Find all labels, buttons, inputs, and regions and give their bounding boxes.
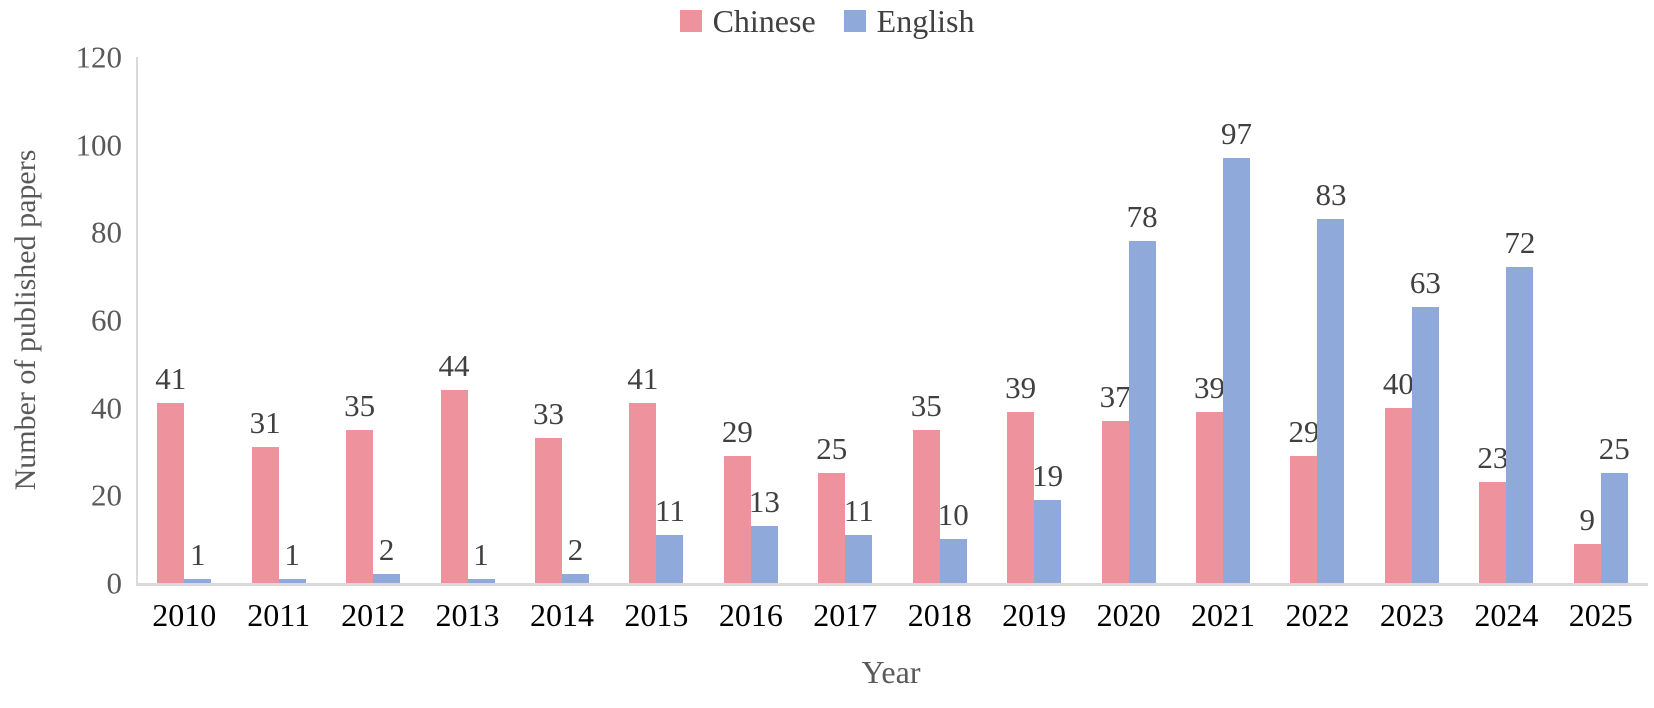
bar-english-2019	[1034, 499, 1062, 583]
bar-chinese-2019	[1007, 412, 1035, 583]
bar-value-label-chinese-2024: 23	[1477, 440, 1509, 476]
x-tick-label-2021: 2021	[1191, 597, 1256, 633]
bar-chinese-2010	[157, 403, 185, 583]
bar-chinese-2013	[440, 390, 468, 583]
x-axis-title: Year	[861, 654, 921, 690]
x-tick-label-2024: 2024	[1474, 597, 1539, 633]
bar-english-2018	[939, 539, 967, 583]
bar-value-label-chinese-2010: 41	[155, 361, 187, 397]
x-tick-label-2010: 2010	[152, 597, 217, 633]
x-tick-label-2025: 2025	[1568, 597, 1633, 633]
bar-value-label-chinese-2022: 29	[1288, 413, 1320, 449]
bar-english-2011	[278, 578, 306, 583]
bar-english-2016	[750, 526, 778, 583]
y-tick-label-100: 100	[75, 127, 123, 163]
bar-value-label-english-2021: 97	[1221, 115, 1253, 151]
bar-value-label-chinese-2013: 44	[438, 348, 470, 384]
bar-value-label-english-2017: 11	[843, 492, 874, 528]
x-tick-label-2011: 2011	[247, 597, 311, 633]
bar-english-2015	[656, 534, 684, 583]
y-tick-label-120: 120	[75, 39, 123, 75]
bar-value-label-english-2025: 25	[1598, 431, 1630, 467]
bar-english-2013	[467, 578, 495, 583]
bar-english-2024	[1506, 267, 1534, 583]
y-tick-label-40: 40	[91, 390, 122, 426]
bar-value-label-english-2012: 2	[378, 532, 395, 568]
x-axis-line	[136, 583, 1648, 586]
bar-value-label-chinese-2020: 37	[1099, 378, 1131, 414]
bar-english-2023	[1411, 306, 1439, 583]
bar-chinese-2017	[818, 473, 846, 583]
bar-value-label-english-2019: 19	[1032, 457, 1064, 493]
x-tick-label-2019: 2019	[1002, 597, 1067, 633]
bar-value-label-chinese-2025: 9	[1579, 501, 1596, 537]
bar-chinese-2020	[1101, 420, 1129, 583]
bar-chinese-2023	[1384, 407, 1412, 583]
bar-value-label-english-2015: 11	[654, 492, 685, 528]
x-tick-label-2017: 2017	[813, 597, 878, 633]
bar-chinese-2012	[346, 429, 374, 583]
bar-value-label-chinese-2023: 40	[1382, 365, 1414, 401]
x-tick-label-2022: 2022	[1285, 597, 1350, 633]
bar-value-label-chinese-2014: 33	[532, 396, 564, 432]
legend-item-chinese: Chinese	[679, 3, 816, 39]
bar-english-2022	[1317, 219, 1345, 583]
x-tick-label-2012: 2012	[341, 597, 406, 633]
bar-value-label-english-2020: 78	[1126, 199, 1158, 235]
bar-chinese-2015	[629, 403, 657, 583]
bar-value-label-english-2014: 2	[567, 532, 584, 568]
bar-value-label-english-2018: 10	[937, 497, 969, 533]
x-tick-label-2016: 2016	[718, 597, 783, 633]
bar-english-2025	[1600, 473, 1628, 583]
x-tick-label-2015: 2015	[624, 597, 689, 633]
bar-value-label-english-2022: 83	[1315, 177, 1347, 213]
bar-value-label-chinese-2016: 29	[721, 413, 753, 449]
legend-label-english: English	[876, 3, 975, 39]
bar-chinese-2011	[251, 447, 279, 583]
legend-swatch-chinese-icon	[679, 10, 702, 32]
bar-chinese-2016	[723, 455, 751, 583]
bar-value-label-chinese-2019: 39	[1005, 370, 1037, 406]
bar-chinese-2025	[1573, 543, 1601, 583]
bar-value-label-chinese-2018: 35	[910, 387, 942, 423]
bar-value-label-english-2010: 1	[189, 536, 206, 572]
bar-english-2014	[561, 574, 589, 583]
x-tick-label-2018: 2018	[907, 597, 972, 633]
y-tick-label-20: 20	[91, 477, 122, 513]
bar-chinese-2018	[912, 429, 940, 583]
chart-legend: Chinese English	[0, 4, 1654, 38]
legend-swatch-english-icon	[843, 10, 866, 32]
legend-item-english: English	[843, 3, 975, 39]
bar-value-label-english-2013: 1	[473, 536, 489, 572]
bar-value-label-english-2024: 72	[1504, 225, 1536, 261]
bar-value-label-chinese-2015: 41	[627, 361, 659, 397]
bar-value-label-chinese-2011: 31	[249, 405, 281, 441]
bar-value-label-chinese-2012: 35	[344, 387, 376, 423]
y-tick-label-60: 60	[91, 302, 122, 338]
bar-english-2010	[184, 578, 212, 583]
y-tick-label-80: 80	[91, 214, 122, 250]
bar-chinese-2024	[1479, 482, 1507, 583]
bar-english-2012	[373, 574, 401, 583]
x-tick-label-2013: 2013	[435, 597, 500, 633]
bar-chinese-2014	[534, 438, 562, 583]
bar-value-label-english-2016: 13	[748, 484, 780, 520]
x-tick-label-2014: 2014	[529, 597, 594, 633]
y-tick-label-0: 0	[106, 565, 123, 601]
bar-value-label-english-2011: 1	[284, 536, 300, 572]
bar-value-label-english-2023: 63	[1409, 264, 1441, 300]
bar-english-2021	[1223, 157, 1251, 583]
bar-english-2020	[1128, 241, 1156, 583]
bar-value-label-chinese-2017: 25	[816, 431, 848, 467]
legend-label-chinese: Chinese	[712, 3, 816, 39]
bar-value-label-chinese-2021: 39	[1194, 370, 1226, 406]
bar-chinese-2021	[1196, 412, 1224, 583]
y-axis-line	[136, 57, 138, 585]
x-tick-label-2023: 2023	[1379, 597, 1444, 633]
x-tick-label-2020: 2020	[1096, 597, 1161, 633]
bar-chinese-2022	[1290, 455, 1318, 583]
bar-english-2017	[845, 534, 873, 583]
